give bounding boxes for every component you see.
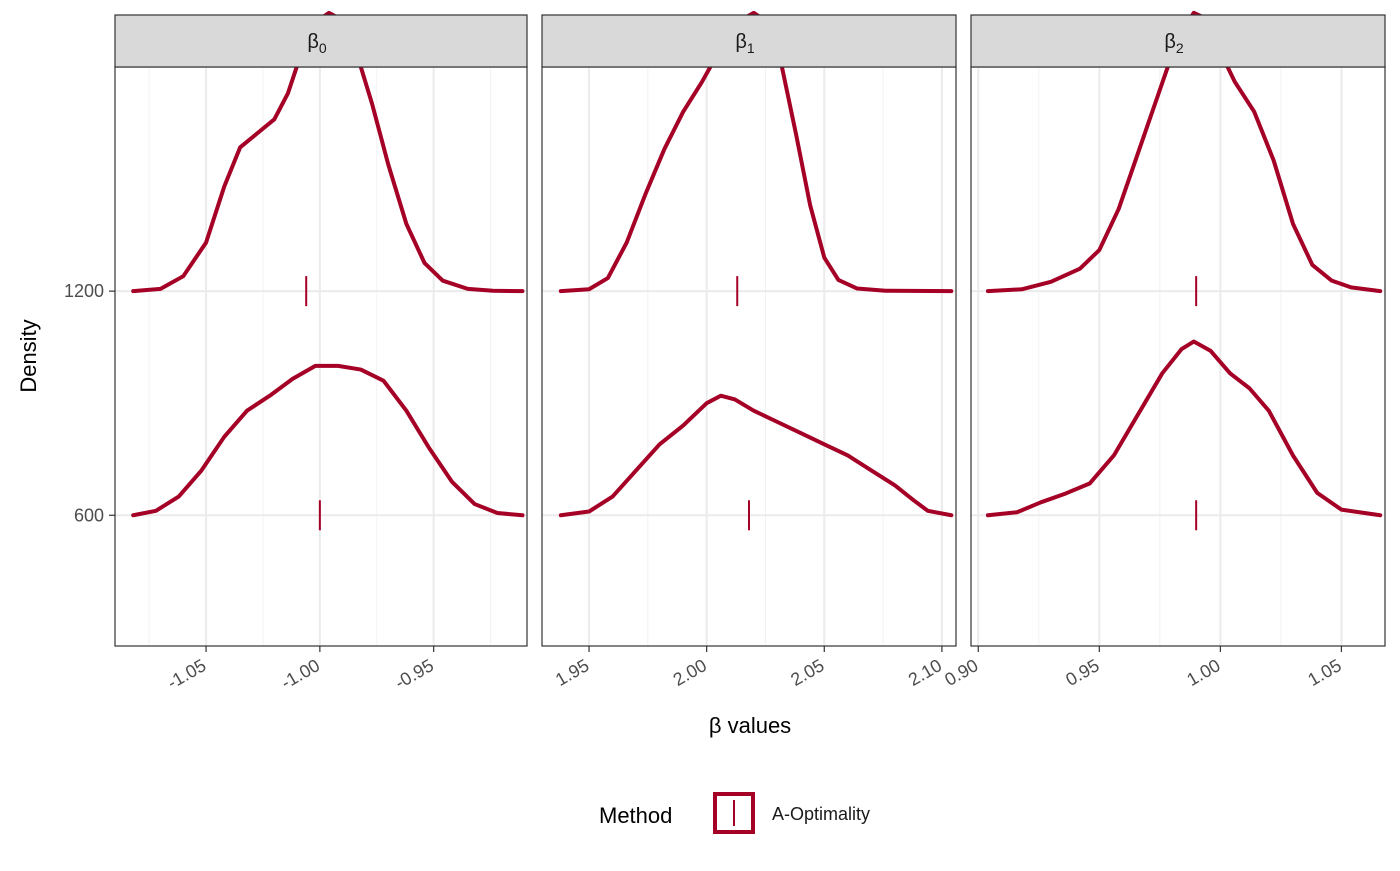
x-tick-label: 2.00 — [670, 655, 710, 690]
y-tick-label: 1200 — [64, 281, 104, 301]
facet-panel-1: β1 1.95 2.00 2.05 2.10 — [541, 10, 957, 690]
panel-background — [542, 67, 956, 646]
x-tick-label: 2.05 — [787, 655, 827, 690]
legend-label: A-Optimality — [772, 804, 870, 824]
facet-strip-label: β1 — [735, 31, 755, 56]
facet-strip-label: β0 — [307, 31, 327, 56]
y-tick-label: 600 — [74, 505, 104, 525]
x-tick-label: 0.90 — [941, 655, 981, 690]
legend-title: Method — [599, 803, 672, 828]
x-tick-label: -1.00 — [278, 655, 324, 693]
y-axis-title: Density — [16, 319, 41, 392]
density-curve — [131, 363, 525, 518]
x-tick-label: 0.95 — [1062, 655, 1102, 690]
facet-panel-2: β2 0.90 0.95 1.00 1.05 — [941, 10, 1386, 690]
x-tick-label: 2.10 — [905, 655, 945, 690]
facet-strip-label: β2 — [1164, 31, 1184, 56]
facet-panel-0: β0 -1.05 -1.00 -0.95 — [114, 10, 528, 693]
facet-strip — [970, 14, 1386, 68]
facet-strip — [114, 14, 528, 68]
density-curve — [558, 393, 954, 518]
x-tick-label: 1.00 — [1183, 655, 1223, 690]
x-axis-title: β values — [709, 713, 791, 738]
panel-background — [115, 67, 527, 646]
facet-strip — [541, 14, 957, 68]
x-tick-label: -0.95 — [391, 655, 437, 693]
x-tick-label: 1.05 — [1304, 655, 1344, 690]
density-curve — [985, 339, 1383, 518]
x-tick-label: -1.05 — [164, 655, 210, 693]
x-tick-label: 1.95 — [552, 655, 592, 690]
